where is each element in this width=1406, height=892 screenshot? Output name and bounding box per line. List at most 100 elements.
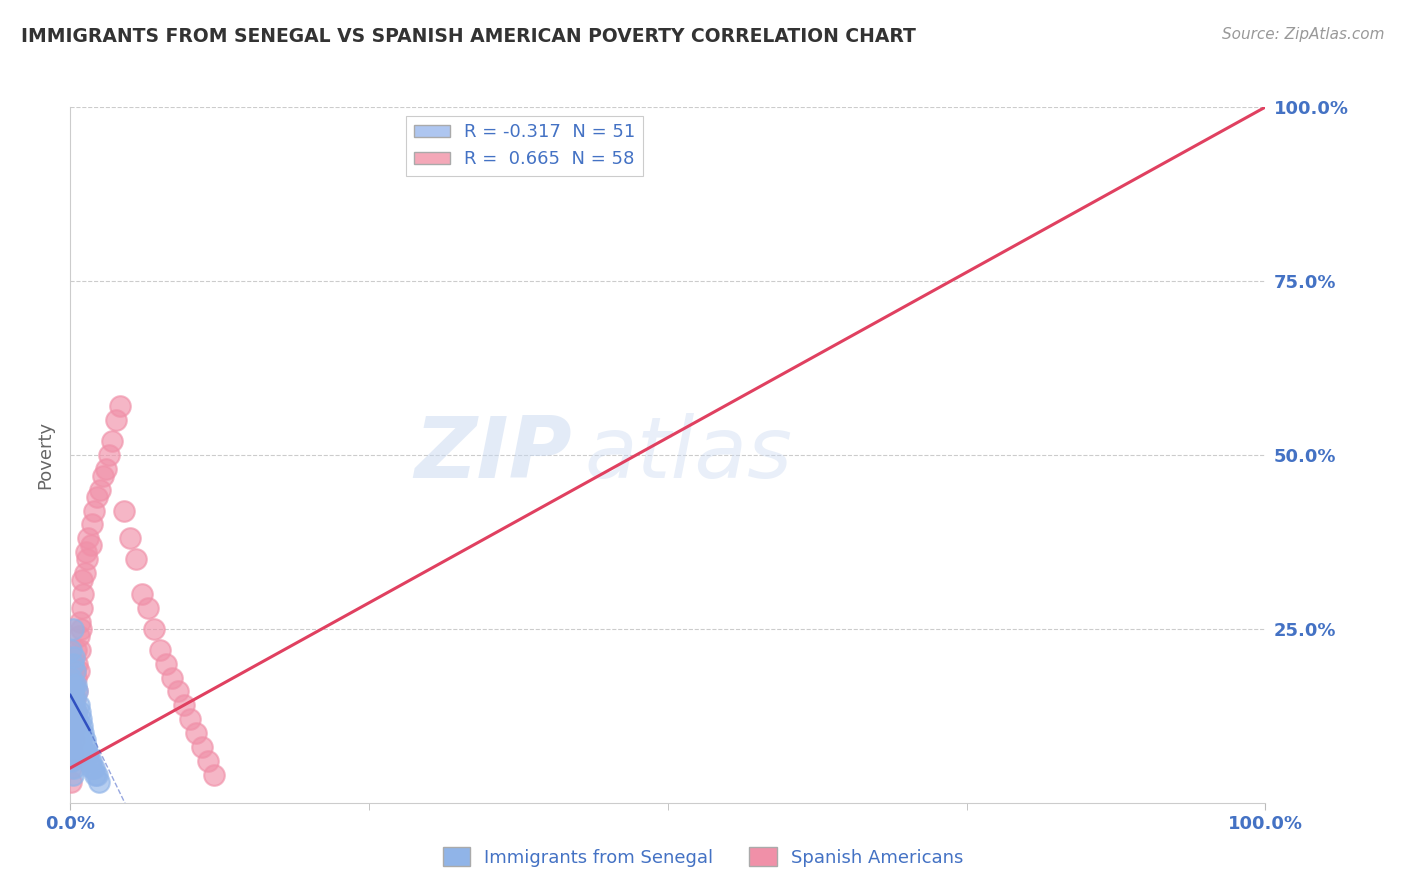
Point: [67, 719, 90, 733]
Point: [60, 754, 83, 768]
Point: [70, 573, 93, 587]
Point: [66, 684, 89, 698]
Point: [69, 726, 91, 740]
Y-axis label: Poverty: Poverty: [37, 421, 55, 489]
Point: [79, 538, 101, 552]
Point: [96, 462, 117, 476]
Point: [73, 566, 96, 581]
Text: ZIP: ZIP: [415, 413, 572, 497]
Point: [62, 747, 84, 761]
Point: [62, 747, 84, 761]
Point: [63, 719, 86, 733]
Text: IMMIGRANTS FROM SENEGAL VS SPANISH AMERICAN POVERTY CORRELATION CHART: IMMIGRANTS FROM SENEGAL VS SPANISH AMERI…: [21, 27, 915, 45]
Point: [69, 615, 91, 629]
Point: [65, 642, 87, 657]
Point: [79, 754, 101, 768]
Point: [63, 712, 86, 726]
Point: [66, 657, 89, 671]
Point: [62, 726, 84, 740]
Point: [60, 754, 83, 768]
Point: [179, 712, 201, 726]
Point: [60, 691, 83, 706]
Point: [62, 684, 84, 698]
Point: [70, 712, 93, 726]
Point: [60, 761, 83, 775]
Point: [63, 649, 86, 664]
Point: [160, 671, 183, 685]
Point: [70, 601, 93, 615]
Point: [66, 712, 89, 726]
Point: [104, 413, 127, 427]
Point: [63, 733, 86, 747]
Point: [63, 664, 86, 678]
Point: [86, 768, 108, 782]
Point: [75, 740, 97, 755]
Point: [67, 698, 90, 713]
Point: [76, 747, 98, 761]
Point: [60, 775, 83, 789]
Point: [131, 587, 153, 601]
Point: [76, 552, 98, 566]
Point: [66, 684, 89, 698]
Legend: Immigrants from Senegal, Spanish Americans: Immigrants from Senegal, Spanish America…: [436, 840, 970, 874]
Point: [63, 761, 86, 775]
Point: [83, 761, 105, 775]
Point: [91, 468, 114, 483]
Legend: R = -0.317  N = 51, R =  0.665  N = 58: R = -0.317 N = 51, R = 0.665 N = 58: [406, 116, 643, 176]
Point: [101, 434, 124, 448]
Point: [202, 768, 225, 782]
Point: [70, 733, 93, 747]
Point: [63, 719, 86, 733]
Point: [62, 706, 84, 720]
Point: [166, 684, 188, 698]
Point: [125, 552, 148, 566]
Point: [69, 642, 91, 657]
Point: [62, 768, 84, 782]
Point: [79, 754, 101, 768]
Point: [69, 706, 91, 720]
Point: [63, 706, 86, 720]
Point: [72, 587, 94, 601]
Point: [70, 622, 93, 636]
Point: [77, 747, 100, 761]
Point: [63, 691, 86, 706]
Point: [89, 483, 111, 497]
Point: [62, 726, 84, 740]
Point: [60, 671, 83, 685]
Point: [149, 642, 172, 657]
Point: [87, 775, 110, 789]
Point: [65, 671, 87, 685]
Point: [65, 677, 87, 691]
Point: [67, 664, 90, 678]
Point: [67, 740, 90, 755]
Text: atlas: atlas: [585, 413, 792, 497]
Point: [77, 532, 100, 546]
Point: [83, 503, 105, 517]
Point: [70, 719, 93, 733]
Point: [70, 740, 93, 755]
Point: [65, 706, 87, 720]
Point: [63, 740, 86, 755]
Point: [120, 532, 141, 546]
Point: [191, 740, 214, 755]
Point: [63, 677, 86, 691]
Point: [65, 726, 87, 740]
Point: [197, 754, 219, 768]
Point: [97, 448, 120, 462]
Point: [84, 768, 107, 782]
Point: [67, 629, 90, 643]
Point: [110, 399, 132, 413]
Point: [65, 706, 87, 720]
Point: [143, 622, 166, 636]
Point: [173, 698, 195, 713]
Point: [73, 733, 96, 747]
Point: [63, 698, 86, 713]
Point: [62, 622, 84, 636]
Point: [73, 747, 96, 761]
Point: [63, 740, 86, 755]
Point: [80, 761, 103, 775]
Point: [112, 503, 135, 517]
Point: [60, 642, 83, 657]
Point: [63, 664, 86, 678]
Point: [60, 726, 83, 740]
